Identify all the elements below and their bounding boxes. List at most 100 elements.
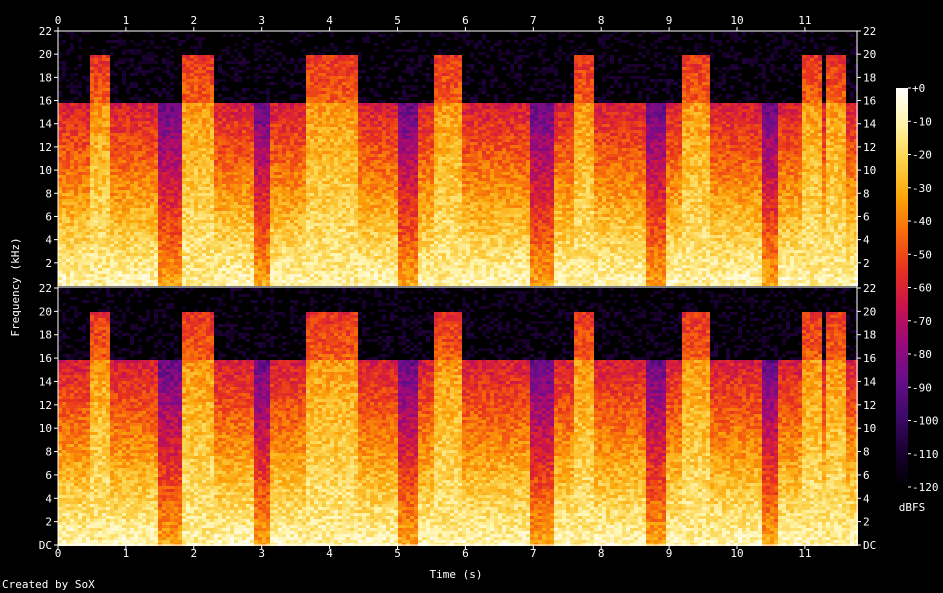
spectrum-cell: [190, 142, 194, 145]
spectrum-cell: [202, 250, 206, 253]
spectrum-cell: [194, 127, 198, 130]
spectrum-cell: [286, 139, 290, 142]
spectrum-cell: [182, 115, 186, 118]
spectrum-cell: [138, 184, 142, 187]
spectrum-cell: [206, 64, 210, 67]
spectrum-cell: [106, 58, 110, 61]
spectrum-cell: [66, 262, 70, 265]
spectrum-cell: [190, 199, 194, 202]
spectrum-cell: [202, 235, 206, 238]
spectrum-cell: [210, 103, 214, 106]
spectrum-cell: [86, 31, 90, 34]
spectrum-cell: [182, 229, 186, 232]
spectrum-cell: [246, 226, 250, 229]
spectrum-cell: [302, 172, 306, 175]
spectrum-cell: [294, 37, 298, 40]
spectrum-cell: [178, 232, 182, 235]
spectrum-cell: [138, 223, 142, 226]
spectrum-cell: [266, 256, 270, 259]
spectrum-cell: [122, 232, 126, 235]
spectrum-cell: [282, 163, 286, 166]
spectrum-cell: [318, 247, 322, 250]
spectrum-cell: [190, 100, 194, 103]
spectrum-cell: [170, 214, 174, 217]
spectrum-cell: [274, 226, 278, 229]
spectrum-cell: [270, 199, 274, 202]
spectrum-cell: [170, 169, 174, 172]
spectrum-cell: [166, 277, 170, 280]
spectrum-cell: [126, 133, 130, 136]
spectrum-cell: [146, 184, 150, 187]
spectrum-cell: [82, 247, 86, 250]
spectrum-cell: [250, 181, 254, 184]
spectrum-cell: [126, 157, 130, 160]
spectrum-cell: [186, 103, 190, 106]
spectrum-cell: [218, 148, 222, 151]
spectrum-cell: [206, 253, 210, 256]
spectrum-cell: [70, 268, 74, 271]
spectrum-cell: [314, 241, 318, 244]
spectrum-cell: [210, 196, 214, 199]
spectrum-cell: [118, 217, 122, 220]
spectrum-cell: [190, 58, 194, 61]
spectrum-cell: [82, 112, 86, 115]
spectrum-cell: [290, 154, 294, 157]
spectrum-cell: [226, 217, 230, 220]
spectrum-cell: [142, 73, 146, 76]
spectrum-cell: [146, 262, 150, 265]
spectrum-cell: [238, 253, 242, 256]
spectrum-cell: [198, 256, 202, 259]
spectrum-cell: [158, 106, 162, 109]
spectrum-cell: [58, 232, 62, 235]
spectrum-cell: [274, 283, 278, 286]
spectrum-cell: [122, 265, 126, 268]
spectrum-cell: [106, 247, 110, 250]
spectrum-cell: [118, 100, 122, 103]
spectrum-cell: [326, 247, 330, 250]
spectrum-cell: [162, 121, 166, 124]
spectrum-cell: [182, 160, 186, 163]
spectrum-cell: [266, 94, 270, 97]
spectrum-cell: [126, 250, 130, 253]
spectrum-cell: [170, 97, 174, 100]
spectrum-cell: [182, 76, 186, 79]
spectrum-cell: [194, 70, 198, 73]
spectrum-cell: [230, 139, 234, 142]
spectrum-cell: [158, 262, 162, 265]
spectrum-cell: [210, 205, 214, 208]
spectrum-cell: [250, 250, 254, 253]
spectrum-cell: [110, 115, 114, 118]
spectrum-cell: [150, 208, 154, 211]
spectrum-cell: [278, 112, 282, 115]
spectrum-cell: [162, 109, 166, 112]
spectrum-cell: [70, 46, 74, 49]
spectrum-cell: [94, 76, 98, 79]
spectrum-cell: [226, 283, 230, 286]
spectrum-cell: [254, 58, 258, 61]
spectrum-cell: [58, 136, 62, 139]
spectrum-cell: [250, 199, 254, 202]
spectrum-cell: [246, 142, 250, 145]
spectrum-cell: [174, 211, 178, 214]
spectrum-cell: [102, 145, 106, 148]
spectrum-cell: [322, 151, 326, 154]
spectrum-cell: [186, 145, 190, 148]
spectrum-cell: [314, 217, 318, 220]
spectrum-cell: [102, 250, 106, 253]
spectrum-cell: [138, 49, 142, 52]
spectrum-cell: [310, 139, 314, 142]
spectrum-cell: [218, 157, 222, 160]
spectrum-cell: [150, 220, 154, 223]
spectrum-cell: [210, 178, 214, 181]
spectrum-cell: [302, 178, 306, 181]
spectrum-cell: [282, 76, 286, 79]
spectrum-cell: [98, 70, 102, 73]
spectrum-cell: [242, 130, 246, 133]
spectrum-cell: [198, 208, 202, 211]
spectrum-cell: [206, 211, 210, 214]
spectrum-cell: [118, 214, 122, 217]
spectrum-cell: [230, 253, 234, 256]
spectrum-cell: [226, 262, 230, 265]
spectrum-cell: [66, 199, 70, 202]
spectrum-cell: [154, 115, 158, 118]
